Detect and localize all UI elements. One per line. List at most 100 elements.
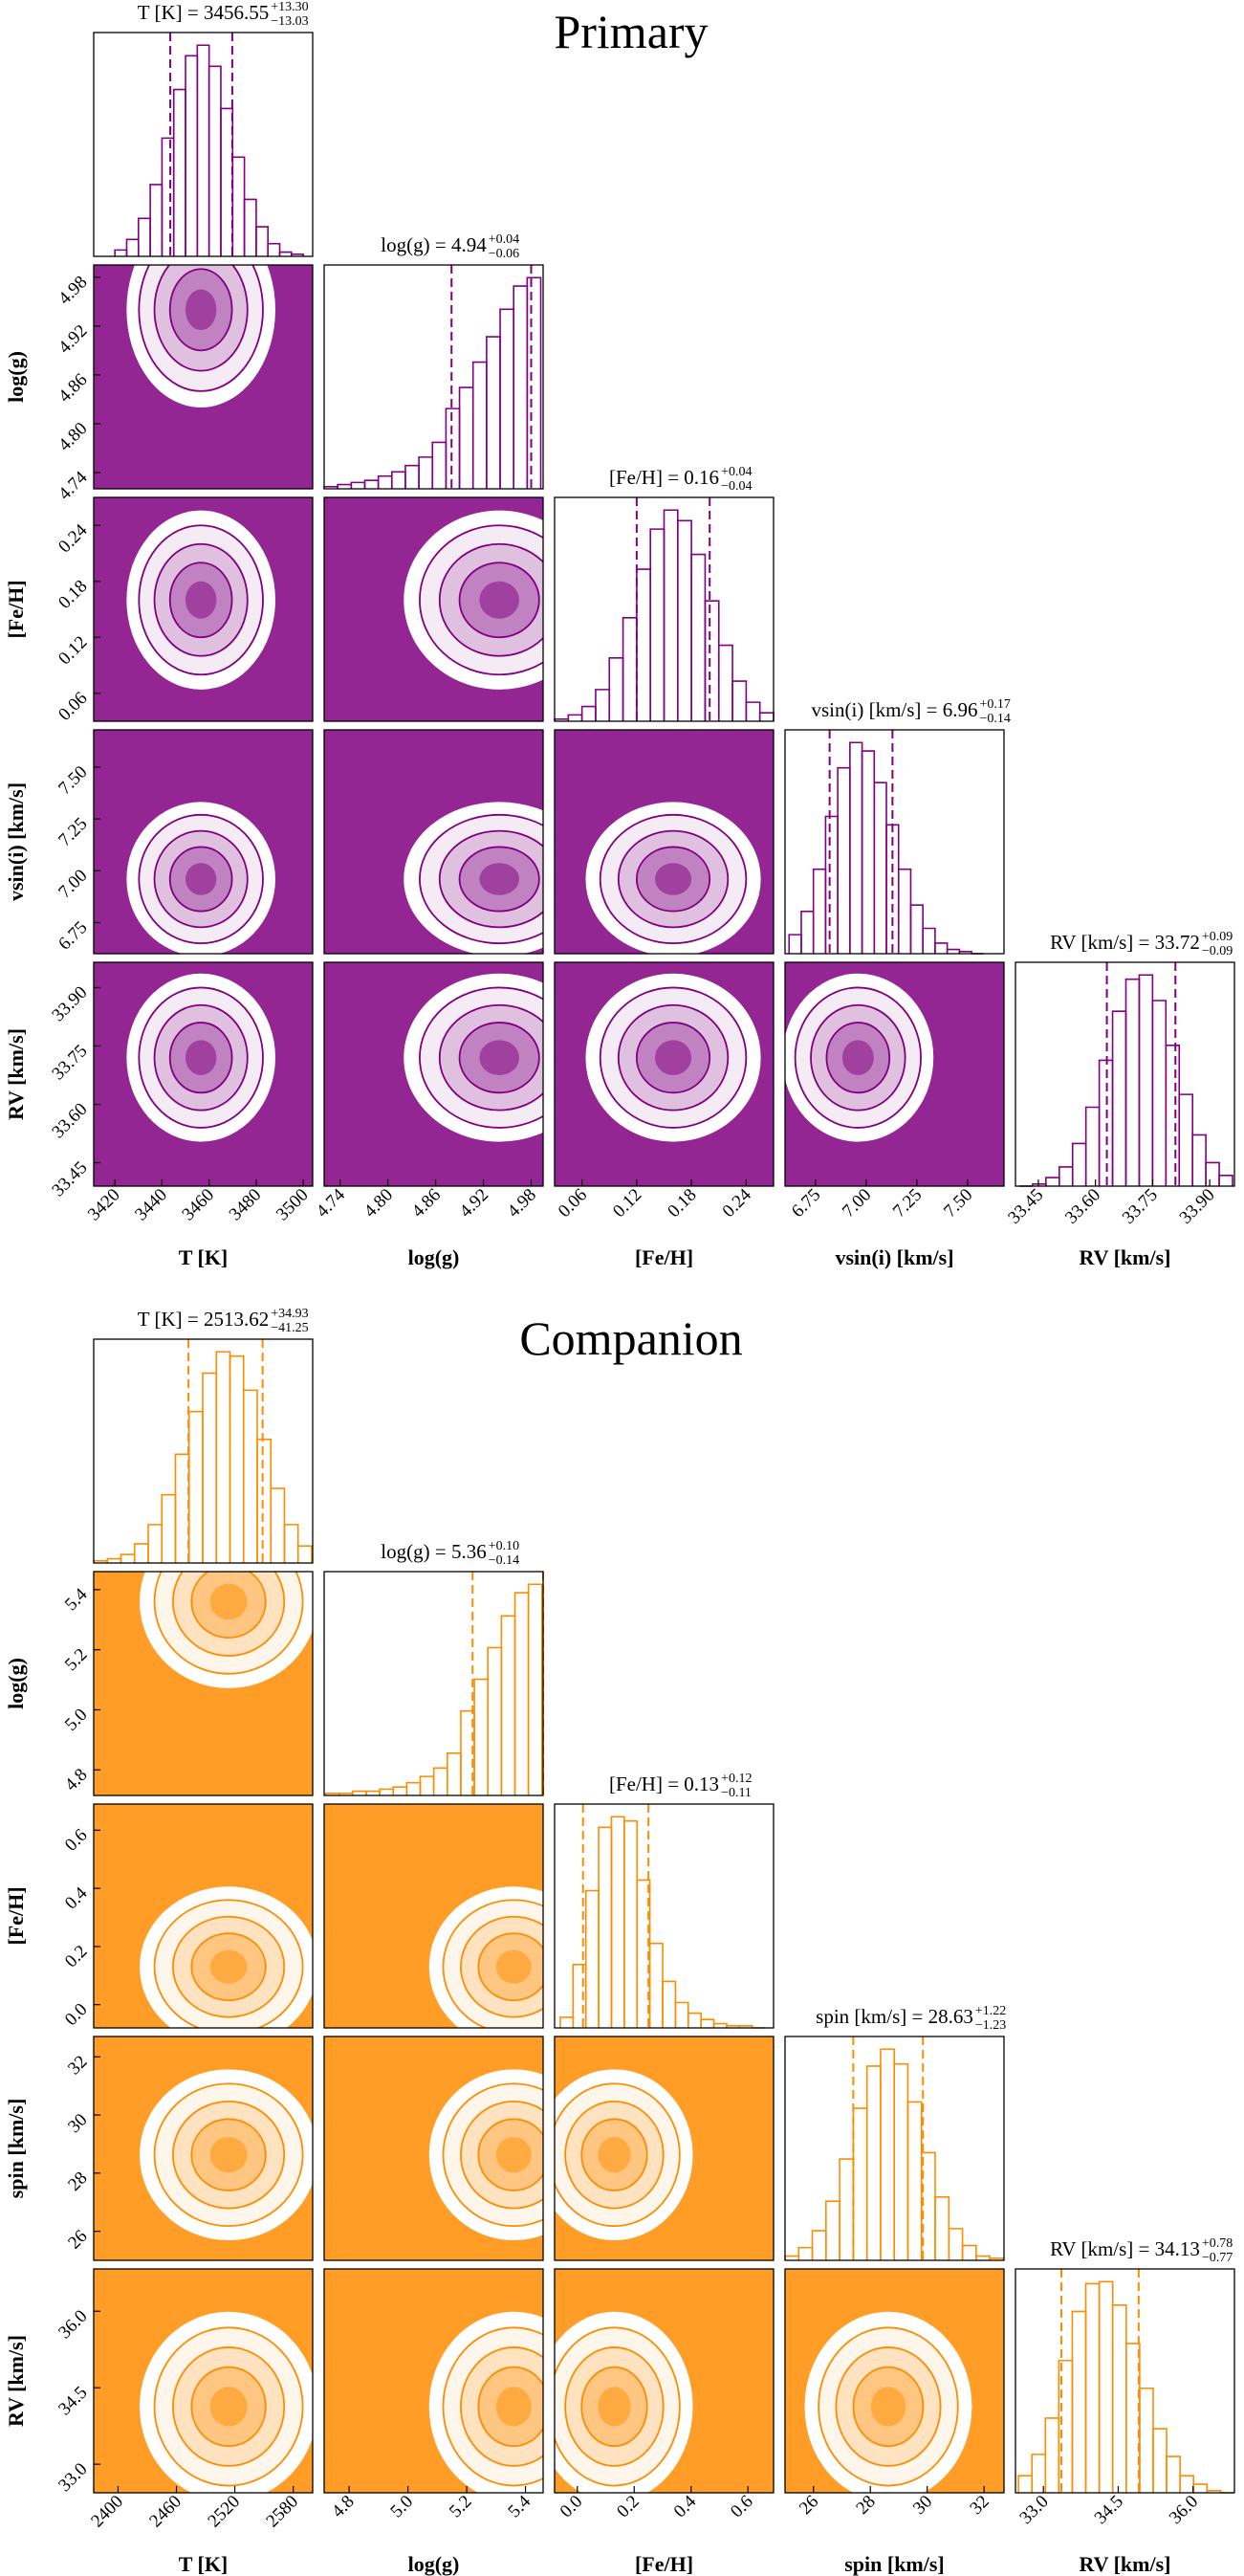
- histogram-bin: [202, 1372, 218, 1563]
- histogram-bin: [788, 934, 802, 954]
- contour: [580, 2366, 648, 2448]
- histogram-bin: [608, 656, 624, 721]
- panel-frame: [93, 1571, 314, 1796]
- histogram-bin: [196, 44, 210, 256]
- histogram-bin: [961, 2244, 977, 2260]
- contour: [153, 2326, 304, 2487]
- panel-frame: [554, 496, 775, 722]
- histogram-bin: [567, 714, 583, 721]
- contour: [477, 2118, 543, 2191]
- histogram-bin: [687, 2012, 702, 2028]
- histogram-bin: [1124, 978, 1141, 1186]
- x-axis-label: RV [km/s]: [1080, 2552, 1171, 2576]
- panel-frame: [93, 1803, 314, 2029]
- density-level: [404, 973, 543, 1142]
- contour: [419, 986, 543, 1129]
- histogram-bin: [1139, 2387, 1154, 2493]
- histogram-bin: [255, 226, 270, 256]
- density-level: [209, 1583, 248, 1620]
- y-tick-label: 36.0: [55, 2306, 91, 2343]
- contour: [138, 524, 264, 676]
- histogram-bin: [174, 1453, 190, 1563]
- contour: [442, 1899, 543, 2028]
- panel-frame: [93, 496, 314, 722]
- contour: [172, 2346, 286, 2467]
- histogram-bin: [784, 2255, 800, 2260]
- histogram-bin: [623, 1819, 639, 2028]
- density-level: [185, 289, 217, 331]
- panel-frame: [1015, 2268, 1235, 2494]
- y-axis-label: vsin(i) [km/s]: [4, 782, 28, 901]
- panel-frame: [554, 961, 775, 1187]
- histogram-bin: [1044, 2417, 1060, 2493]
- histogram-bin: [873, 782, 887, 954]
- histogram-bin: [114, 249, 128, 256]
- histogram-bin: [242, 1389, 258, 1563]
- histogram-bin: [419, 1775, 435, 1795]
- histogram-bin: [1151, 1000, 1168, 1186]
- contour: [477, 1932, 543, 2002]
- error-plus: +0.04: [721, 465, 752, 479]
- density-panel: [555, 2037, 774, 2260]
- error-minus: −0.14: [980, 712, 1011, 726]
- contour: [172, 1572, 286, 1657]
- histogram-bin: [662, 1980, 677, 2028]
- x-tick-label: 30: [909, 2492, 936, 2519]
- histogram-bin: [513, 285, 529, 489]
- x-tick-label: 2400: [87, 2492, 127, 2532]
- error-minus: −0.77: [1202, 2251, 1233, 2265]
- histogram-bin: [897, 868, 912, 954]
- x-tick-label: 3460: [178, 1185, 218, 1225]
- x-axis-label: log(g): [408, 1245, 460, 1269]
- contour: [438, 829, 543, 929]
- contour: [153, 1003, 249, 1112]
- error-minus: −41.25: [271, 1321, 308, 1335]
- histogram-bin: [513, 1592, 530, 1795]
- histogram-bin: [610, 1816, 625, 2028]
- histogram-title: spin [km/s] = 28.63: [816, 2005, 973, 2028]
- error-minus: −1.23: [975, 2018, 1006, 2033]
- histogram-bin: [231, 156, 246, 256]
- x-tick-label: 0.12: [609, 1185, 645, 1222]
- y-axis-label: log(g): [4, 1658, 28, 1709]
- histogram-bin: [120, 1553, 136, 1563]
- y-tick-label: 0.4: [61, 1882, 92, 1913]
- density-panel: [555, 2269, 774, 2493]
- histogram-bin: [1111, 1010, 1127, 1186]
- y-tick-label: 5.2: [61, 1644, 92, 1675]
- contour: [458, 1022, 540, 1094]
- density-level: [870, 2387, 906, 2427]
- histogram-bin: [797, 2246, 814, 2260]
- contour: [168, 1022, 233, 1094]
- density-level: [443, 1900, 543, 2028]
- histogram-bin: [580, 705, 597, 721]
- error-minus: −0.04: [721, 479, 752, 494]
- histogram-bin: [278, 251, 293, 256]
- histogram-bin: [486, 336, 501, 489]
- panel-frame: [554, 729, 775, 955]
- panel-frame: [93, 961, 314, 1187]
- histogram-bin: [1071, 2310, 1087, 2493]
- histogram-bin: [1152, 2428, 1168, 2493]
- contour: [460, 2346, 543, 2467]
- density-level: [185, 863, 217, 895]
- density-panel: [555, 730, 774, 954]
- histogram-title: log(g) = 5.36: [381, 1540, 486, 1563]
- histogram-bin: [946, 948, 961, 954]
- histogram-bin: [824, 815, 839, 954]
- x-tick-label: 0.4: [670, 2491, 701, 2521]
- y-tick-label: 4.74: [55, 467, 92, 504]
- density-level: [495, 2137, 532, 2173]
- contour: [442, 2082, 543, 2228]
- error-minus: −0.06: [489, 247, 519, 261]
- histogram-title: vsin(i) [km/s] = 6.96: [812, 698, 978, 721]
- contour: [617, 829, 730, 929]
- contour: [168, 268, 233, 352]
- density-panel: [94, 1572, 313, 1795]
- x-tick-label: 26: [796, 2492, 822, 2519]
- histogram-bin: [663, 509, 679, 721]
- density-level: [428, 1886, 543, 2028]
- histogram-bin: [922, 927, 936, 954]
- histogram-bin: [717, 644, 733, 721]
